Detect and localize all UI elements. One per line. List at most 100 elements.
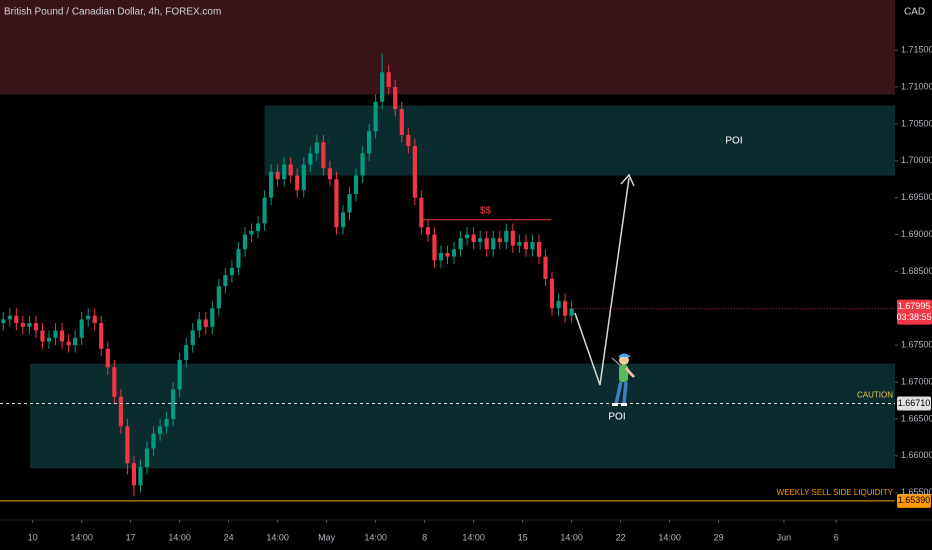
x-tick-label: 14:00 xyxy=(658,532,681,542)
candle-body xyxy=(504,230,509,242)
candle-body xyxy=(46,337,52,342)
candle-body xyxy=(144,448,150,467)
candle-body xyxy=(66,341,71,346)
candle-body xyxy=(321,142,326,169)
level-price-label: 1.65390 xyxy=(898,495,931,505)
candle-body xyxy=(99,323,104,349)
candle-body xyxy=(301,164,306,191)
y-tick-label: 1.67000 xyxy=(901,376,932,386)
candle-body xyxy=(412,146,417,198)
x-tick-label: 14:00 xyxy=(560,532,583,542)
candle-body xyxy=(7,315,12,320)
candle-body xyxy=(216,286,221,309)
candle-body xyxy=(569,308,574,316)
y-tick-label: 1.69000 xyxy=(901,229,932,239)
y-tick-label: 1.66000 xyxy=(901,450,932,460)
zone xyxy=(264,105,895,176)
x-tick-label: 14:00 xyxy=(266,532,289,542)
countdown: 03:38:55 xyxy=(896,312,931,322)
y-tick-label: 1.65500 xyxy=(901,487,932,497)
candle-body xyxy=(223,275,228,287)
candle-body xyxy=(497,238,502,242)
candle-body xyxy=(556,300,561,309)
x-tick-label: 6 xyxy=(834,532,839,542)
level-text: CAUTION xyxy=(857,391,893,400)
golfer-icon xyxy=(611,353,635,406)
y-tick-label: 1.71500 xyxy=(901,45,932,55)
y-tick-label: 1.70500 xyxy=(901,118,932,128)
x-tick-label: 14:00 xyxy=(462,532,485,542)
candle-body xyxy=(327,168,332,180)
chart-title: British Pound / Canadian Dollar, 4h, FOR… xyxy=(4,7,221,18)
candle-body xyxy=(33,323,39,331)
level-price-label: 1.66710 xyxy=(898,398,931,408)
last-price-label: 1.67995 xyxy=(898,301,931,311)
y-tick-label: 1.66500 xyxy=(901,413,932,423)
projection-arrow xyxy=(574,177,630,386)
y-tick-label: 1.67500 xyxy=(901,340,932,350)
x-tick-label: 22 xyxy=(616,532,626,542)
candle-body xyxy=(367,131,372,154)
candle-body xyxy=(20,323,25,327)
candle-body xyxy=(151,433,156,449)
y-tick-label: 1.71000 xyxy=(901,81,932,91)
candle-body xyxy=(425,227,430,235)
candle-body xyxy=(314,142,319,154)
candle-body xyxy=(288,164,293,176)
x-tick-label: 10 xyxy=(28,532,38,542)
candle-body xyxy=(510,230,515,246)
candle-body xyxy=(445,252,450,257)
last-price-box xyxy=(897,299,932,325)
candle-body xyxy=(73,337,78,346)
candle-body xyxy=(177,359,182,390)
candle-body xyxy=(393,87,398,110)
candle-body xyxy=(242,234,248,250)
candle-body xyxy=(86,315,91,320)
candle-body xyxy=(353,175,359,194)
axes: 1.66710 1.65390 1.71500 1.71000 1.70500 1.700… xyxy=(0,45,932,542)
candle-body xyxy=(275,171,280,180)
candle-body xyxy=(92,315,97,324)
candle-body xyxy=(138,466,143,486)
candle-body xyxy=(203,319,208,327)
candle-body xyxy=(340,212,346,228)
candle-body xyxy=(380,72,385,102)
currency-label: CAD xyxy=(904,7,925,18)
candle-body xyxy=(419,197,424,228)
candle-body xyxy=(14,315,19,324)
candle-body xyxy=(471,234,476,242)
candle-body xyxy=(197,319,202,331)
arrow-head xyxy=(620,173,635,187)
candle-body xyxy=(249,230,254,235)
x-tick-label: Jun xyxy=(777,532,792,542)
candle-body xyxy=(373,101,378,132)
candle-body xyxy=(164,418,169,427)
level-text: WEEKLY SELL SIDE LIQUIDITY xyxy=(777,488,894,497)
x-tick-label: 24 xyxy=(224,532,234,542)
candle-body xyxy=(53,330,58,338)
candle-body xyxy=(360,153,365,176)
candle-body xyxy=(451,249,457,257)
candle-body xyxy=(543,256,548,279)
candle-body xyxy=(517,241,522,246)
candle-body xyxy=(491,238,496,250)
zone xyxy=(0,0,895,95)
candle-body xyxy=(59,330,65,342)
x-tick-label: 14:00 xyxy=(70,532,93,542)
candle-body xyxy=(432,234,437,261)
candle-body xyxy=(406,134,411,147)
x-tick-label: 29 xyxy=(714,532,724,542)
candle-body xyxy=(210,308,215,327)
candle-body xyxy=(438,252,444,261)
candle-body xyxy=(282,164,287,180)
y-tick-label: 1.70000 xyxy=(901,155,932,165)
candle-body xyxy=(171,389,176,419)
liquidity-label: $$ xyxy=(480,205,492,216)
candle-body xyxy=(112,367,117,397)
candle-body xyxy=(27,323,32,327)
candle-body xyxy=(295,175,300,191)
candle-body xyxy=(229,267,235,276)
x-tick-label: 8 xyxy=(422,532,427,542)
level-price-box xyxy=(897,493,931,508)
